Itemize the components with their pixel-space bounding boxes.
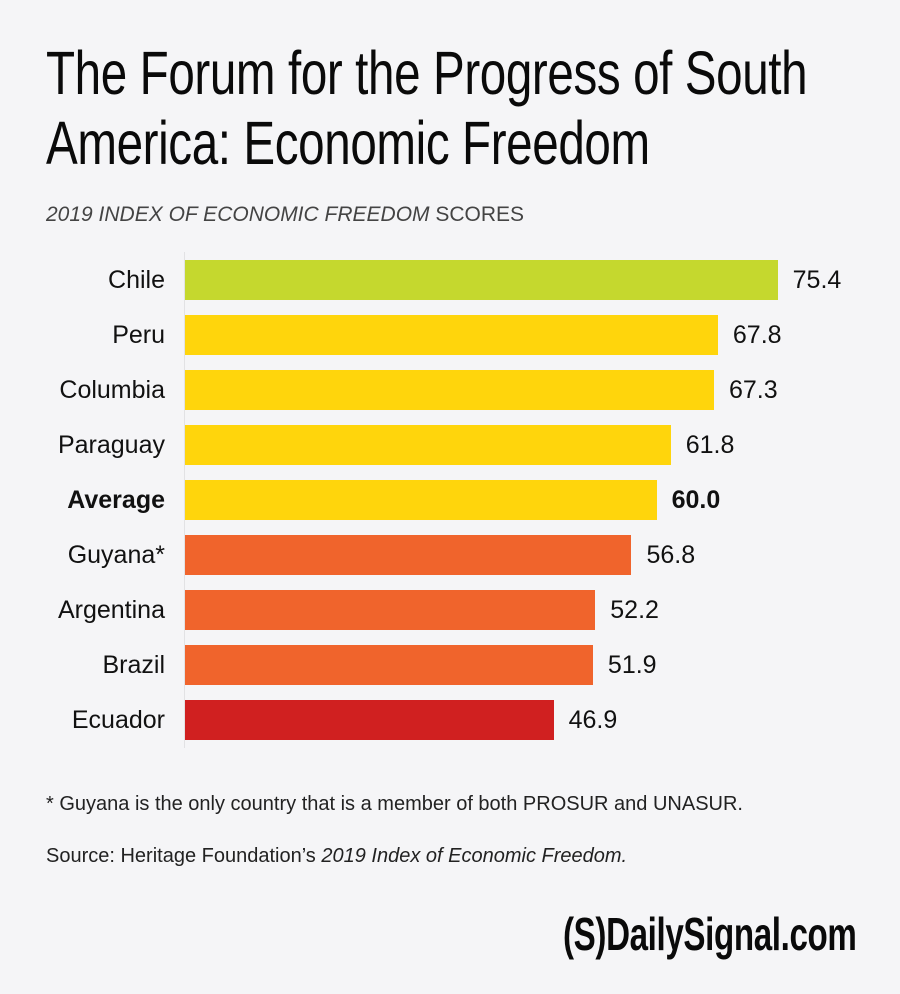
bar-argentina <box>185 590 596 630</box>
category-label: Ecuador <box>71 706 165 734</box>
value-label: 56.8 <box>646 541 696 569</box>
category-label: Brazil <box>102 651 165 679</box>
daily-signal-logo: (S)DailySignal.com <box>563 908 857 960</box>
value-label: 52.2 <box>610 596 659 624</box>
bar-chile <box>185 260 778 300</box>
subtitle-italic: 2019 INDEX OF ECONOMIC FREEDOM <box>46 203 430 226</box>
category-label: Peru <box>112 321 165 349</box>
value-label: 61.8 <box>685 431 735 459</box>
chart-title: The Forum for the Progress of South Amer… <box>46 38 808 178</box>
category-label: Average <box>67 486 165 514</box>
category-label: Columbia <box>59 376 165 404</box>
subtitle-regular: SCORES <box>429 203 525 226</box>
category-axis-line <box>184 252 185 748</box>
value-label: 75.4 <box>792 266 842 294</box>
category-label: Chile <box>108 266 165 294</box>
bar-ecuador <box>185 700 554 740</box>
bar-guyana <box>185 535 632 575</box>
chart-subtitle: 2019 INDEX OF ECONOMIC FREEDOM SCORES <box>46 203 524 227</box>
value-label: 60.0 <box>671 486 721 514</box>
value-label: 67.8 <box>732 321 782 349</box>
bar-peru <box>185 315 718 355</box>
bar-brazil <box>185 645 593 685</box>
category-label: Argentina <box>57 596 165 624</box>
category-label: Guyana* <box>67 541 165 569</box>
value-label: 46.9 <box>568 706 618 734</box>
source-note: Source: Heritage Foundation’s 2019 Index… <box>46 845 627 868</box>
category-label: Paraguay <box>57 431 165 459</box>
value-label: 51.9 <box>607 651 657 679</box>
source-title: 2019 Index of Economic Freedom. <box>321 845 628 867</box>
chart-title-line-1: The Forum for the Progress of South <box>46 39 808 107</box>
bar-columbia <box>185 370 714 410</box>
bar-average <box>185 480 657 520</box>
source-prefix: Source: Heritage Foundation’s <box>46 845 322 867</box>
footnote: * Guyana is the only country that is a m… <box>46 793 743 815</box>
chart-title-line-2: America: Economic Freedom <box>46 109 650 177</box>
bar-paraguay <box>185 425 671 465</box>
value-label: 67.3 <box>728 376 778 404</box>
